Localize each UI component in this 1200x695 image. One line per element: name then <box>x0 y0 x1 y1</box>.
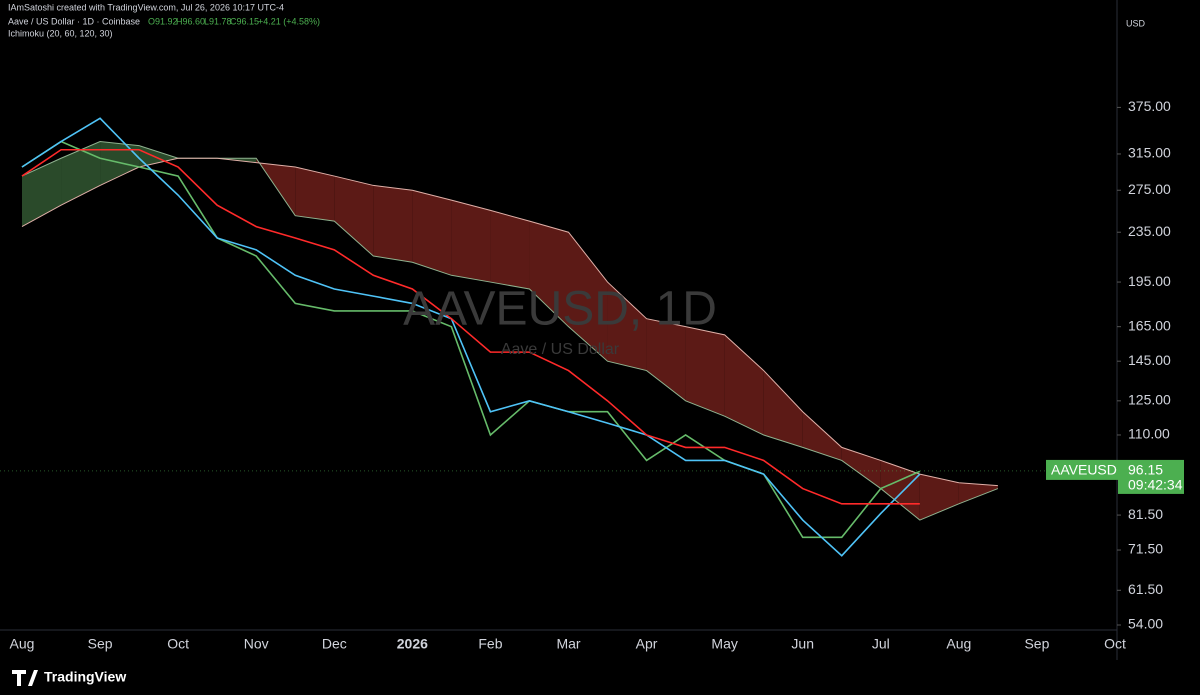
x-tick-label: Mar <box>556 636 580 652</box>
cloud <box>685 326 725 417</box>
cloud <box>334 176 374 256</box>
y-tick-label: 375.00 <box>1128 98 1171 114</box>
ohlc: C96.15 <box>230 16 259 26</box>
y-tick-label: 54.00 <box>1128 616 1163 632</box>
x-tick-label: Oct <box>1104 636 1126 652</box>
y-tick-label: 61.50 <box>1128 581 1163 597</box>
logo <box>12 670 38 686</box>
cloud <box>958 482 998 504</box>
y-tick-label: 81.50 <box>1128 506 1163 522</box>
y-tick-label: 145.00 <box>1128 352 1171 368</box>
x-tick-label: Aug <box>946 636 971 652</box>
cloud <box>763 370 803 448</box>
line <box>21 148 920 505</box>
x-tick-label: Dec <box>322 636 347 652</box>
cloud <box>451 200 491 283</box>
cloud <box>529 221 569 327</box>
x-tick-label: Sep <box>1024 636 1049 652</box>
price-tag-value: 96.15 <box>1128 462 1163 478</box>
symbol: Aave / US Dollar · 1D · Coinbase <box>8 16 140 26</box>
price-tag <box>1118 459 1184 494</box>
change: +4.21 (+4.58%) <box>258 16 320 26</box>
line <box>21 157 998 487</box>
x-tick-label: 2026 <box>397 636 428 652</box>
line <box>21 117 921 557</box>
x-tick-label: Sep <box>88 636 113 652</box>
line <box>21 140 921 539</box>
cloud <box>373 185 413 263</box>
cloud <box>802 411 842 461</box>
cloud <box>295 167 335 222</box>
x-tick-label: Nov <box>244 636 269 652</box>
cloud <box>139 145 179 168</box>
cloud <box>919 474 959 521</box>
watermark-sub: Aave / US Dollar <box>501 341 620 358</box>
cloud <box>490 210 530 289</box>
currency: USD <box>1126 18 1146 28</box>
cloud <box>646 318 686 401</box>
y-tick-label: 165.00 <box>1128 317 1171 333</box>
y-tick-label: 71.50 <box>1128 541 1163 557</box>
ohlc: O91.92 <box>148 16 178 26</box>
x-tick-label: Jun <box>791 636 814 652</box>
footer <box>0 660 1200 695</box>
credit: IAmSatoshi created with TradingView.com,… <box>8 2 284 12</box>
y-tick-label: 315.00 <box>1128 145 1171 161</box>
cloud <box>568 232 608 362</box>
watermark: AAVEUSD, 1D <box>403 283 717 336</box>
cloud <box>61 141 101 206</box>
x-tick-label: Apr <box>636 636 658 652</box>
ohlc: L91.78 <box>204 16 232 26</box>
y-tick-label: 195.00 <box>1128 273 1171 289</box>
price-tag <box>1046 459 1118 480</box>
price-tag-countdown: 09:42:34 <box>1128 477 1183 493</box>
x-tick-label: Oct <box>167 636 189 652</box>
y-tick-label: 110.00 <box>1128 426 1170 442</box>
brand: TradingView <box>44 669 126 685</box>
cloud <box>412 190 452 276</box>
x-tick-label: May <box>711 636 737 652</box>
cloud <box>724 334 764 435</box>
y-tick-label: 275.00 <box>1128 181 1171 197</box>
y-tick-label: 235.00 <box>1128 223 1171 239</box>
cloud <box>22 158 62 227</box>
ohlc: H96.60 <box>176 16 205 26</box>
indicator: Ichimoku (20, 60, 120, 30) <box>8 28 113 38</box>
price-tag-symbol: AAVEUSD <box>1051 462 1117 478</box>
y-tick-label: 125.00 <box>1128 392 1171 408</box>
cloud <box>100 141 140 186</box>
x-tick-label: Jul <box>872 636 890 652</box>
x-tick-label: Aug <box>10 636 35 652</box>
plot <box>0 117 1117 557</box>
cloud <box>607 282 647 371</box>
x-tick-label: Feb <box>478 636 502 652</box>
